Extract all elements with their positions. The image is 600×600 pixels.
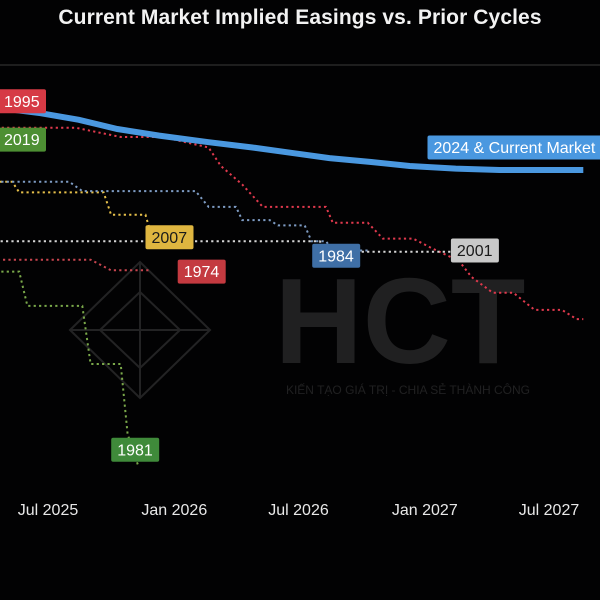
x-tick-jul-2026: Jul 2026 <box>268 502 329 519</box>
series-label-text: 2007 <box>152 230 188 247</box>
series-label-box <box>145 225 194 250</box>
series-label-box <box>450 238 499 263</box>
watermark-logo-icon <box>68 260 212 400</box>
x-tick-label: Jul 2026 <box>268 502 329 519</box>
series-label-box <box>177 259 226 284</box>
page-title: Current Market Implied Easings vs. Prior… <box>58 6 542 29</box>
series-label-1974: 1974 <box>177 259 226 284</box>
x-tick-jan-2027: Jan 2027 <box>392 502 458 519</box>
series-line-1974 <box>0 258 149 272</box>
series-label-box <box>312 243 361 268</box>
x-tick-label: Jan 2027 <box>392 502 458 519</box>
watermark: HCT KIẾN TẠO GIÁ TRỊ - CHIA SẺ THÀNH CÔN… <box>68 253 530 400</box>
series-label-box <box>0 127 46 152</box>
series-label-box <box>0 89 46 114</box>
series-line-2001 <box>0 240 479 253</box>
series-label-2019: 2019 <box>0 127 46 152</box>
series-label-text: 1981 <box>117 442 153 459</box>
series-label-text: 2024 & Current Market <box>434 140 596 157</box>
series-label-box <box>111 437 160 462</box>
series-label-1984: 1984 <box>312 243 361 268</box>
x-tick-jul-2025: Jul 2025 <box>18 502 79 519</box>
series-label-text: 1984 <box>318 248 354 265</box>
x-tick-label: Jul 2027 <box>519 502 580 519</box>
watermark-text: HCT <box>275 253 526 389</box>
x-tick-jan-2026: Jan 2026 <box>141 502 207 519</box>
series-label-box <box>427 135 600 160</box>
series-label-1995: 1995 <box>0 89 46 114</box>
series-label-2001: 2001 <box>450 238 499 263</box>
watermark-tagline: KIẾN TẠO GIÁ TRỊ - CHIA SẺ THÀNH CÔNG <box>286 382 530 397</box>
x-tick-label: Jul 2025 <box>18 502 79 519</box>
series-label-2007: 2007 <box>145 225 194 250</box>
x-tick-label: Jan 2026 <box>141 502 207 519</box>
label-layer: 1995 2019 2024 & Current Market 2007 1984 200… <box>0 89 600 462</box>
series-label-text: 1995 <box>4 94 40 111</box>
series-label-text: 1974 <box>184 264 220 281</box>
series-label-text: 2001 <box>457 243 493 260</box>
series-label-1981: 1981 <box>111 437 160 462</box>
series-label-2024-current-market: 2024 & Current Market <box>427 135 600 160</box>
x-tick-jul-2027: Jul 2027 <box>519 502 580 519</box>
series-label-text: 2019 <box>4 132 40 149</box>
series-line-1981 <box>0 270 140 468</box>
x-axis: Jul 2025 Jan 2026 Jul 2026 Jan 2027 Jul 2027 <box>18 502 580 519</box>
